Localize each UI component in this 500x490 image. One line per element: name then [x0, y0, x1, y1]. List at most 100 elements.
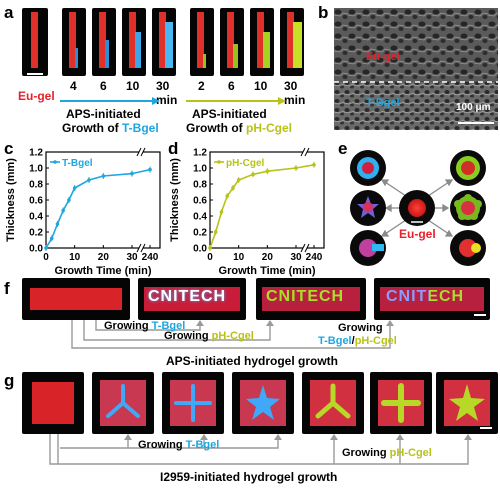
data-point: [312, 163, 316, 167]
sample-photo-t-4: [62, 8, 86, 76]
y-tick-label: 0.4: [29, 212, 43, 223]
caption-t-line2: Growth of T-Bgel: [62, 121, 159, 135]
time-p-2: 2: [198, 79, 205, 93]
data-point: [208, 246, 212, 250]
data-point: [213, 230, 218, 234]
data-point: [225, 194, 229, 198]
series-line: [209, 164, 315, 249]
axis-break-mark: [300, 243, 306, 253]
legend-marker: [53, 160, 57, 164]
legend-marker: [217, 160, 221, 164]
data-point: [130, 171, 134, 176]
g-photo-t-plus: [162, 372, 224, 434]
y-tick-label: 0.8: [193, 180, 207, 191]
axis-break-gap-bottom: [139, 244, 143, 252]
caption-p-line1: APS-initiated: [192, 107, 267, 121]
panel-label-f: f: [4, 279, 10, 298]
axis-break-gap-top: [303, 148, 307, 156]
axis-break-mark: [136, 147, 142, 157]
time-p-6: 6: [228, 79, 235, 93]
sample-photo-p-10: [250, 8, 274, 76]
f-word-both: CNITECH: [386, 288, 465, 305]
f-growing-t: Growing T-Bgel: [104, 320, 186, 332]
axis-break-mark: [140, 243, 146, 253]
sample-photo-eu: [22, 8, 48, 76]
data-point: [219, 210, 224, 214]
series-line: [45, 168, 151, 249]
legend-label: T-Bgel: [62, 158, 93, 169]
g-photo-p-star: [436, 372, 498, 434]
f-word-t: CNITECH: [148, 288, 227, 305]
y-tick-label: 0.0: [29, 244, 43, 255]
data-point: [251, 172, 255, 177]
axis-break-mark: [304, 243, 310, 253]
g-caption: I2959-initiated hydrogel growth: [160, 470, 338, 484]
data-point: [148, 167, 152, 172]
g-photo-p-cross: [302, 372, 364, 434]
y-tick-label: 0.4: [193, 212, 207, 223]
x-tick-label: 30: [126, 252, 138, 263]
y-tick-label: 1.0: [29, 164, 43, 175]
time-p-30: 30: [284, 79, 298, 93]
x-axis-label: Growth Time (min): [219, 265, 316, 277]
sample-photo-p-2: [190, 8, 214, 76]
data-point: [72, 186, 77, 190]
sample-photo-t-30: [152, 8, 176, 76]
sample-photo-p-6: [220, 8, 244, 76]
panel-label-b: b: [318, 3, 329, 22]
y-tick-label: 0.2: [193, 228, 207, 239]
arrow-t-growth: [60, 97, 160, 105]
panel-label-c: c: [4, 139, 14, 158]
sem-scale-label: 100 μm: [456, 102, 491, 113]
y-tick-label: 1.0: [193, 164, 207, 175]
time-t-10: 10: [126, 79, 140, 93]
f-caption: APS-initiated hydrogel growth: [166, 354, 339, 368]
x-tick-label: 20: [98, 252, 110, 263]
f-photo-t: CNITECH: [138, 278, 246, 320]
y-tick-label: 1.2: [29, 148, 43, 159]
unit-min-p: min: [284, 93, 306, 107]
g-growing-p: Growing pH-Cgel: [342, 447, 432, 459]
axis-break-mark: [304, 147, 310, 157]
data-point: [67, 198, 71, 202]
panel-label-d: d: [168, 139, 179, 158]
sem-image: [334, 8, 498, 130]
g-connector-arrows: [49, 434, 472, 465]
f-word-p: CNITECH: [266, 288, 345, 305]
unit-min-t: min: [156, 93, 178, 107]
sem-eu-label: Eu-gel: [366, 51, 400, 63]
x-tick-label: 0: [207, 252, 213, 263]
data-point: [236, 178, 241, 182]
sem-t-label: T-Bgel: [366, 97, 400, 109]
x-axis-label: Growth Time (min): [55, 265, 152, 277]
x-tick-label: 20: [262, 252, 274, 263]
chart-ph-cgel: 0.0 0.2 0.4 0.6 0.8 1.0 1.2 0 10 20 30 240 Growth Ti…: [169, 147, 325, 277]
x-tick-label: 10: [233, 252, 245, 263]
axis-break-mark: [140, 147, 146, 157]
g-photo-eu: [22, 372, 84, 434]
time-t-6: 6: [100, 79, 107, 93]
panel-label-e: e: [338, 139, 348, 158]
legend-label: pH-Cgel: [226, 158, 265, 169]
panel-label-g: g: [4, 371, 15, 390]
sample-photo-p-30: [280, 8, 304, 76]
g-photo-t-star: [232, 372, 294, 434]
f-photo-both: CNITECH: [374, 278, 490, 320]
y-tick-label: 0.6: [193, 196, 207, 207]
arrow-p-growth: [186, 97, 286, 105]
y-tick-label: 0.8: [29, 180, 43, 191]
data-point: [294, 166, 298, 170]
chart-t-bgel: 0.0 0.2 0.4 0.6 0.8 1.0 1.2 0 10 20 30 240 Growth Ti…: [5, 147, 161, 277]
f-growing-both-2: T-Bgel/pH-Cgel: [318, 335, 397, 347]
shape-morphing-diagram: [350, 150, 486, 266]
sample-photo-t-10: [122, 8, 146, 76]
time-t-4: 4: [70, 79, 77, 93]
e-eu-gel-label: Eu-gel: [399, 227, 436, 241]
f-photo-p: CNITECH: [256, 278, 366, 320]
data-point: [61, 208, 65, 213]
data-point: [44, 246, 48, 250]
axis-break-gap-top: [139, 148, 143, 156]
axis-break-mark: [136, 243, 142, 253]
f-connector-arrows: [71, 320, 394, 349]
data-point: [101, 174, 106, 178]
